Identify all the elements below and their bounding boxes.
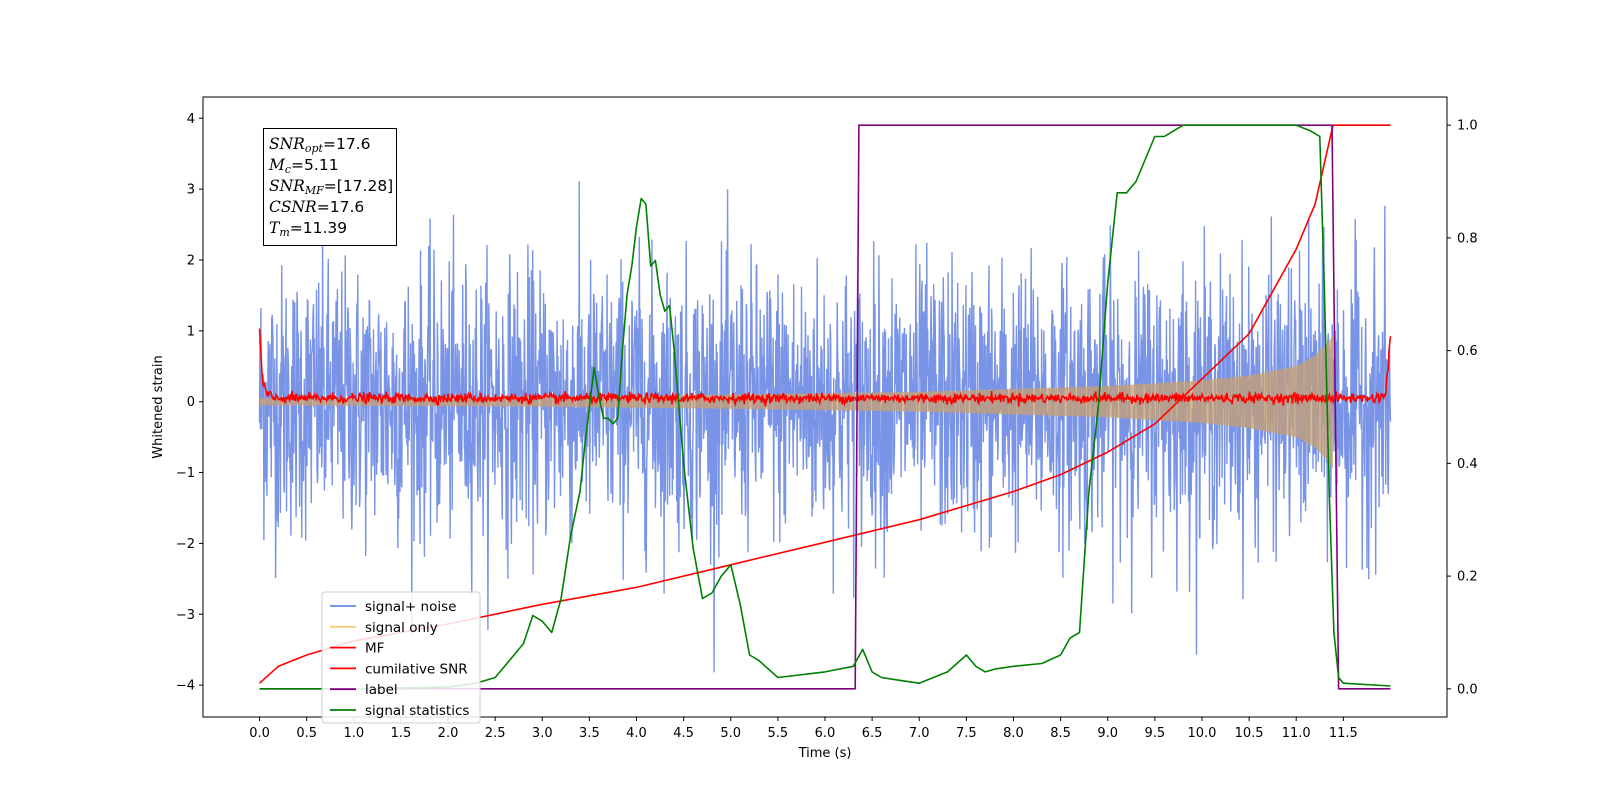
legend-label: label xyxy=(365,682,398,698)
series-mf xyxy=(258,328,1392,408)
legend-label: signal only xyxy=(365,620,438,636)
y-right-tick-label: 0.0 xyxy=(1457,682,1478,697)
x-tick-label: 11.5 xyxy=(1329,726,1358,741)
y-right-tick-label: 0.6 xyxy=(1457,344,1478,359)
chirp-mass-text: Mc=5.11 xyxy=(269,156,339,176)
x-tick-label: 9.0 xyxy=(1097,726,1118,741)
merger-time-text: Tm=11.39 xyxy=(269,219,348,239)
legend-label: cumilative SNR xyxy=(365,661,468,677)
y-tick-label: 1 xyxy=(187,324,195,339)
x-tick-label: 9.5 xyxy=(1145,726,1166,741)
x-tick-label: 7.5 xyxy=(956,726,977,741)
y-right-tick-label: 0.8 xyxy=(1457,231,1478,246)
x-tick-label: 4.0 xyxy=(626,726,647,741)
x-tick-label: 0.5 xyxy=(296,726,317,741)
legend-label: MF xyxy=(365,641,384,657)
x-tick-label: 0.0 xyxy=(249,726,270,741)
axes-layer: 0.0 0.5 1.0 1.5 2.0 2.5 3.0 3.5 4.0 4.5 5.0 5.5 6.0 6… xyxy=(176,112,1478,741)
y-right-tick-label: 0.4 xyxy=(1457,457,1478,472)
x-tick-label: 8.5 xyxy=(1050,726,1071,741)
noise-layer xyxy=(258,181,1392,673)
x-tick-label: 6.5 xyxy=(862,726,883,741)
x-tick-label: 4.5 xyxy=(673,726,694,741)
x-tick-label: 2.0 xyxy=(438,726,459,741)
y-right-tick-label: 0.2 xyxy=(1457,570,1478,585)
x-tick-label: 10.0 xyxy=(1187,726,1216,741)
x-tick-label: 3.5 xyxy=(579,726,600,741)
y-axis-label: Whitened strain xyxy=(151,355,166,458)
y-tick-label: 2 xyxy=(187,253,195,268)
y-tick-label: 3 xyxy=(187,183,195,198)
csnr-text: CSNR=17.6 xyxy=(269,198,365,216)
x-tick-label: 7.0 xyxy=(909,726,930,741)
y-tick-label: −3 xyxy=(176,608,195,623)
y-tick-label: 0 xyxy=(187,395,195,410)
legend-box xyxy=(321,591,481,724)
x-tick-label: 5.5 xyxy=(768,726,789,741)
x-tick-label: 1.5 xyxy=(391,726,412,741)
series-signal-statistics xyxy=(259,124,1391,690)
x-tick-label: 6.0 xyxy=(815,726,836,741)
snr-opt-text: SNRopt=17.6 xyxy=(269,135,371,155)
x-tick-label: 3.0 xyxy=(532,726,553,741)
stats-annotation-box: SNRopt=17.6 Mc=5.11 SNRMF=[17.28] CSNR=1… xyxy=(263,128,397,246)
y-right-tick-label: 1.0 xyxy=(1457,119,1478,134)
y-tick-label: −2 xyxy=(176,537,195,552)
x-axis-label: Time (s) xyxy=(798,746,852,761)
series-signal-only xyxy=(259,334,1333,469)
x-tick-label: 8.0 xyxy=(1003,726,1024,741)
legend: signal+ noise signal only MF cumilative SNR… xyxy=(321,591,481,724)
x-tick-label: 1.0 xyxy=(343,726,364,741)
x-tick-label: 10.5 xyxy=(1235,726,1264,741)
x-tick-label: 5.0 xyxy=(720,726,741,741)
series-signal-noise xyxy=(258,181,1392,673)
y-tick-label: −4 xyxy=(176,679,195,694)
series-label xyxy=(259,124,1391,690)
x-tick-label: 2.5 xyxy=(485,726,506,741)
y-tick-label: 4 xyxy=(187,112,195,127)
x-tick-label: 11.0 xyxy=(1282,726,1311,741)
legend-label: signal+ noise xyxy=(365,599,456,615)
snr-mf-text: SNRMF=[17.28] xyxy=(269,177,394,197)
y-tick-label: −1 xyxy=(176,466,195,481)
legend-label: signal statistics xyxy=(365,703,469,719)
